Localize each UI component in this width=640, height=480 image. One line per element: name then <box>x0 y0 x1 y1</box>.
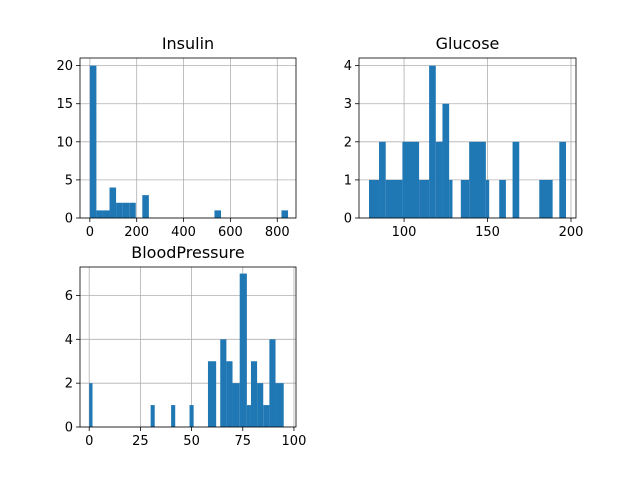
glucose-bar <box>499 179 506 218</box>
insulin-bar <box>214 210 222 218</box>
bloodpressure-bar <box>207 361 217 427</box>
insulin-x-tick-label: 600 <box>218 225 243 240</box>
bloodpressure-x-tick-label: 25 <box>132 434 149 449</box>
glucose-bars <box>369 65 566 218</box>
insulin-y-tick-label: 20 <box>56 59 73 74</box>
insulin-bar <box>142 195 149 218</box>
insulin-y-tick-label: 10 <box>56 135 73 150</box>
bloodpressure-bar <box>226 361 233 427</box>
bloodpressure-bar <box>239 273 247 427</box>
glucose-y-ticks: 0 1 2 3 4 <box>344 59 359 227</box>
glucose-x-tick-label: 150 <box>475 225 500 240</box>
insulin-x-tick-label: 400 <box>171 225 196 240</box>
bloodpressure-bar <box>250 361 258 427</box>
insulin-x-tick-label: 800 <box>265 225 290 240</box>
bloodpressure-x-tick-label: 75 <box>234 434 251 449</box>
bloodpressure-bar <box>189 405 194 427</box>
bloodpressure-bar <box>263 405 270 427</box>
bloodpressure-bar <box>220 339 227 427</box>
bloodpressure-bar <box>171 405 176 427</box>
glucose-bar <box>419 179 430 218</box>
insulin-panel-title: Insulin <box>162 34 214 53</box>
insulin-y-tick-label: 15 <box>56 97 73 112</box>
bloodpressure-bar <box>246 405 251 427</box>
bloodpressure-y-tick-label: 4 <box>65 333 73 348</box>
bloodpressure-bar <box>150 405 155 427</box>
glucose-y-tick-label: 3 <box>344 97 352 112</box>
bloodpressure-histogram-panel: BloodPressure 0 25 50 75 100 0 2 4 6 <box>65 243 307 449</box>
bloodpressure-y-tick-label: 0 <box>65 421 73 436</box>
bloodpressure-bars <box>89 273 284 427</box>
bloodpressure-x-tick-label: 100 <box>282 434 307 449</box>
bloodpressure-bar <box>275 383 284 427</box>
insulin-bar <box>96 210 103 218</box>
glucose-x-ticks: 100 150 200 <box>392 218 584 240</box>
insulin-histogram-panel: Insulin 0 200 400 600 800 0 5 10 15 20 <box>56 34 297 240</box>
glucose-bar <box>429 65 436 218</box>
glucose-axes-frame <box>358 57 577 219</box>
insulin-bar <box>122 202 130 218</box>
glucose-bar <box>559 141 566 218</box>
bloodpressure-bar <box>269 339 276 427</box>
glucose-bar <box>442 103 450 218</box>
bloodpressure-bar <box>257 383 264 427</box>
glucose-bar <box>435 141 443 218</box>
glucose-bar <box>512 141 520 218</box>
insulin-x-ticks: 0 200 400 600 800 <box>86 218 290 240</box>
glucose-y-tick-label: 2 <box>344 135 352 150</box>
bloodpressure-axes-frame <box>79 266 297 428</box>
glucose-panel-title: Glucose <box>436 34 500 53</box>
insulin-bar <box>116 202 123 218</box>
insulin-bar <box>109 187 117 218</box>
insulin-y-ticks: 0 5 10 15 20 <box>56 59 80 227</box>
bloodpressure-x-tick-label: 0 <box>85 434 93 449</box>
glucose-bar <box>379 141 386 218</box>
bloodpressure-x-tick-label: 50 <box>183 434 200 449</box>
glucose-x-tick-label: 100 <box>392 225 417 240</box>
glucose-x-tick-label: 200 <box>559 225 584 240</box>
insulin-bar <box>281 210 289 218</box>
glucose-bar <box>469 141 486 218</box>
insulin-axes-frame <box>79 57 297 219</box>
glucose-bar <box>385 179 403 218</box>
bloodpressure-y-tick-label: 6 <box>65 289 73 304</box>
glucose-bar <box>539 179 553 218</box>
glucose-y-tick-label: 1 <box>344 173 352 188</box>
bloodpressure-x-ticks: 0 25 50 75 100 <box>85 427 306 449</box>
insulin-y-tick-label: 5 <box>65 173 73 188</box>
glucose-bar <box>402 141 420 218</box>
insulin-bars <box>89 65 289 218</box>
insulin-bar <box>129 202 136 218</box>
insulin-y-tick-label: 0 <box>65 212 73 227</box>
bloodpressure-bar <box>89 383 93 427</box>
insulin-x-tick-label: 200 <box>124 225 149 240</box>
insulin-bar <box>102 210 110 218</box>
glucose-bar <box>449 179 453 218</box>
insulin-bar <box>89 65 97 218</box>
glucose-histogram-panel: Glucose 100 150 200 0 1 2 3 4 <box>344 34 584 240</box>
glucose-bar <box>460 179 470 218</box>
bloodpressure-bar <box>232 383 240 427</box>
bloodpressure-y-tick-label: 2 <box>65 377 73 392</box>
bloodpressure-panel-title: BloodPressure <box>131 243 244 262</box>
glucose-y-tick-label: 0 <box>344 212 352 227</box>
glucose-bar <box>369 179 380 218</box>
glucose-y-tick-label: 4 <box>344 59 352 74</box>
insulin-x-tick-label: 0 <box>86 225 94 240</box>
bloodpressure-y-ticks: 0 2 4 6 <box>65 289 80 436</box>
glucose-bar <box>485 179 490 218</box>
